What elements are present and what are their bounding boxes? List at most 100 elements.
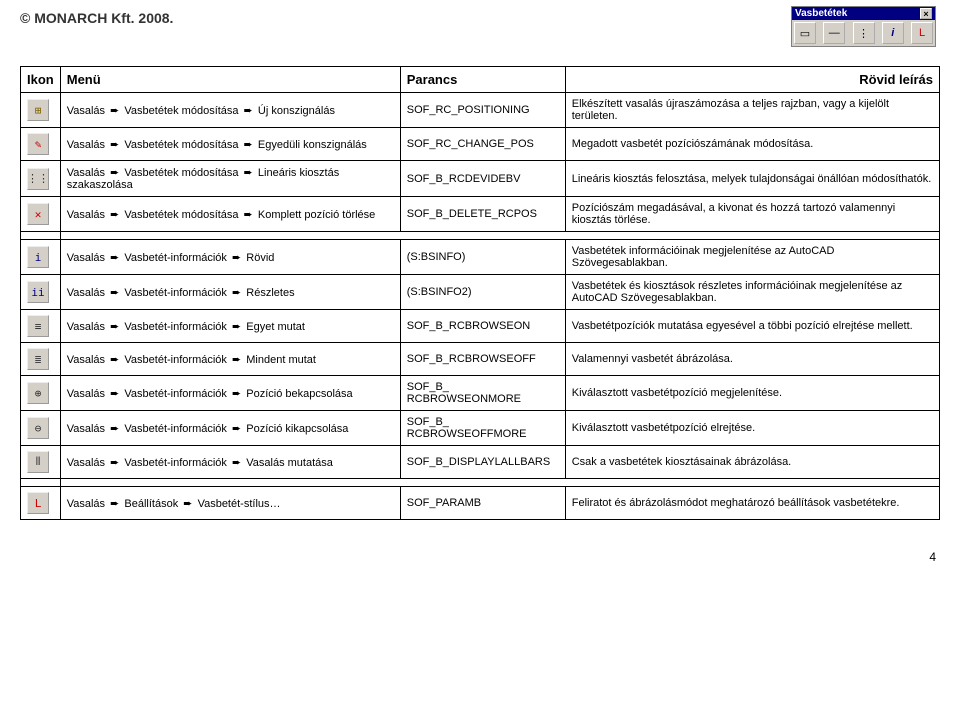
icon-cell: i (21, 240, 61, 275)
description-cell: Kiválasztott vasbetétpozíció elrejtése. (565, 411, 939, 446)
icon-cell: ≣ (21, 343, 61, 376)
icon-cell: ii (21, 275, 61, 310)
rc-icon-style[interactable]: L (911, 22, 933, 44)
menu-cell: Vasalás ➨ Vasbetét-információk ➨ Egyet m… (60, 310, 400, 343)
table-row: ⋮⋮Vasalás ➨ Vasbetétek módosítása ➨ Line… (21, 161, 940, 197)
command-cell: SOF_B_RCBROWSEOFF (400, 343, 565, 376)
command-cell: SOF_B_RCBROWSEON (400, 310, 565, 343)
menu-arrow-icon: ➨ (239, 209, 258, 221)
table-row: ✕Vasalás ➨ Vasbetétek módosítása ➨ Kompl… (21, 197, 940, 232)
menu-segment: Vasalás (67, 209, 105, 221)
th-desc: Rövid leírás (565, 67, 939, 93)
menu-arrow-icon: ➨ (105, 457, 124, 469)
description-cell: Pozíciószám megadásával, a kivonat és ho… (565, 197, 939, 232)
menu-arrow-icon: ➨ (227, 354, 246, 366)
menu-arrow-icon: ➨ (227, 388, 246, 400)
rc-icon-info[interactable]: i (882, 22, 904, 44)
menu-segment: Vasalás (67, 252, 105, 264)
menu-segment: Vasalás mutatása (246, 457, 333, 469)
menu-segment: Vasbetét-információk (124, 287, 227, 299)
table-row: ✎Vasalás ➨ Vasbetétek módosítása ➨ Egyed… (21, 128, 940, 161)
toolbar-body: ▭ — ⋮ i L (792, 20, 935, 46)
table-row: iVasalás ➨ Vasbetét-információk ➨ Rövid(… (21, 240, 940, 275)
command-cell: SOF_B_ RCBROWSEONMORE (400, 376, 565, 411)
menu-arrow-icon: ➨ (105, 105, 124, 117)
menu-segment: Vasbetétek módosítása (124, 105, 238, 117)
menu-arrow-icon: ➨ (178, 498, 197, 510)
rc-icon-2[interactable]: — (823, 22, 845, 44)
icon-bsinfo2: ii (27, 281, 49, 303)
menu-segment: Új konszignálás (258, 105, 335, 117)
menu-segment: Vasbetét-információk (124, 388, 227, 400)
menu-segment: Vasalás (67, 388, 105, 400)
menu-segment: Vasbetét-információk (124, 252, 227, 264)
menu-arrow-icon: ➨ (105, 167, 124, 179)
spacer-icon-cell (21, 232, 61, 240)
description-cell: Csak a vasbetétek kiosztásainak ábrázolá… (565, 446, 939, 479)
description-cell: Vasbetétek információinak megjelenítése … (565, 240, 939, 275)
menu-arrow-icon: ➨ (105, 139, 124, 151)
menu-cell: Vasalás ➨ Vasbetétek módosítása ➨ Egyedü… (60, 128, 400, 161)
menu-segment: Vasbetétek módosítása (124, 139, 238, 151)
description-cell: Megadott vasbetét pozíciószámának módosí… (565, 128, 939, 161)
menu-segment: Vasalás (67, 287, 105, 299)
description-cell: Elkészített vasalás újraszámozása a telj… (565, 93, 939, 128)
description-cell: Feliratot és ábrázolásmódot meghatározó … (565, 487, 939, 520)
command-cell: SOF_B_RCDEVIDEBV (400, 161, 565, 197)
table-row: ⊞Vasalás ➨ Vasbetétek módosítása ➨ Új ko… (21, 93, 940, 128)
command-cell: SOF_RC_POSITIONING (400, 93, 565, 128)
table-row: ⦀Vasalás ➨ Vasbetét-információk ➨ Vasalá… (21, 446, 940, 479)
table-row: L Vasalás ➨ Beállítások ➨ Vasbetét-stílus… (21, 487, 940, 520)
menu-segment: Vasalás (67, 321, 105, 333)
menu-arrow-icon: ➨ (227, 287, 246, 299)
table-header-row: Ikon Menü Parancs Rövid leírás (21, 67, 940, 93)
menu-cell: Vasalás ➨ Vasbetét-információk ➨ Rövid (60, 240, 400, 275)
th-command: Parancs (400, 67, 565, 93)
menu-arrow-icon: ➨ (105, 252, 124, 264)
icon-cell: ⊞ (21, 93, 61, 128)
menu-cell: Vasalás ➨ Beállítások ➨ Vasbetét-stílus… (60, 487, 400, 520)
menu-segment: Vasbetétek módosítása (124, 167, 238, 179)
icon-cell: ⋮⋮ (21, 161, 61, 197)
menu-segment: Egyedüli konszignálás (258, 139, 367, 151)
menu-cell: Vasalás ➨ Vasbetét-információk ➨ Vasalás… (60, 446, 400, 479)
menu-arrow-icon: ➨ (105, 498, 124, 510)
icon-browseoffmore: ⊖ (27, 417, 49, 439)
menu-segment: Pozíció bekapcsolása (246, 388, 352, 400)
menu-segment: Pozíció kikapcsolása (246, 423, 348, 435)
menu-arrow-icon: ➨ (239, 139, 258, 151)
icon-cell: ≡ (21, 310, 61, 343)
menu-segment: Vasalás (67, 139, 105, 151)
menu-arrow-icon: ➨ (105, 388, 124, 400)
menu-segment: Vasbetét-információk (124, 354, 227, 366)
icon-paramb: L (27, 492, 49, 514)
icon-cell: L (21, 487, 61, 520)
description-cell: Vasbetétpozíciók mutatása egyesével a tö… (565, 310, 939, 343)
table-row: ≡Vasalás ➨ Vasbetét-információk ➨ Egyet … (21, 310, 940, 343)
menu-segment: Vasalás (67, 105, 105, 117)
menu-arrow-icon: ➨ (105, 423, 124, 435)
icon-cell: ⊕ (21, 376, 61, 411)
menu-segment: Vasbetét-információk (124, 321, 227, 333)
description-cell: Valamennyi vasbetét ábrázolása. (565, 343, 939, 376)
icon-cell: ✕ (21, 197, 61, 232)
th-menu: Menü (60, 67, 400, 93)
menu-cell: Vasalás ➨ Vasbetétek módosítása ➨ Lineár… (60, 161, 400, 197)
menu-segment: Mindent mutat (246, 354, 316, 366)
toolbar-close-button[interactable]: × (920, 8, 932, 19)
menu-segment: Részletes (246, 287, 294, 299)
menu-segment: Vasalás (67, 354, 105, 366)
menu-cell: Vasalás ➨ Vasbetét-információk ➨ Mindent… (60, 343, 400, 376)
icon-bsinfo: i (27, 246, 49, 268)
rc-icon-1[interactable]: ▭ (794, 22, 816, 44)
menu-segment: Vasbetét-információk (124, 457, 227, 469)
rc-icon-3[interactable]: ⋮ (853, 22, 875, 44)
page-number: 4 (20, 550, 940, 564)
menu-arrow-icon: ➨ (105, 287, 124, 299)
command-cell: SOF_RC_CHANGE_POS (400, 128, 565, 161)
toolbar-titlebar: Vasbetétek × (792, 7, 935, 20)
icon-positioning: ⊞ (27, 99, 49, 121)
command-cell: (S:BSINFO2) (400, 275, 565, 310)
menu-arrow-icon: ➨ (227, 252, 246, 264)
spacer-icon-cell (21, 479, 61, 487)
